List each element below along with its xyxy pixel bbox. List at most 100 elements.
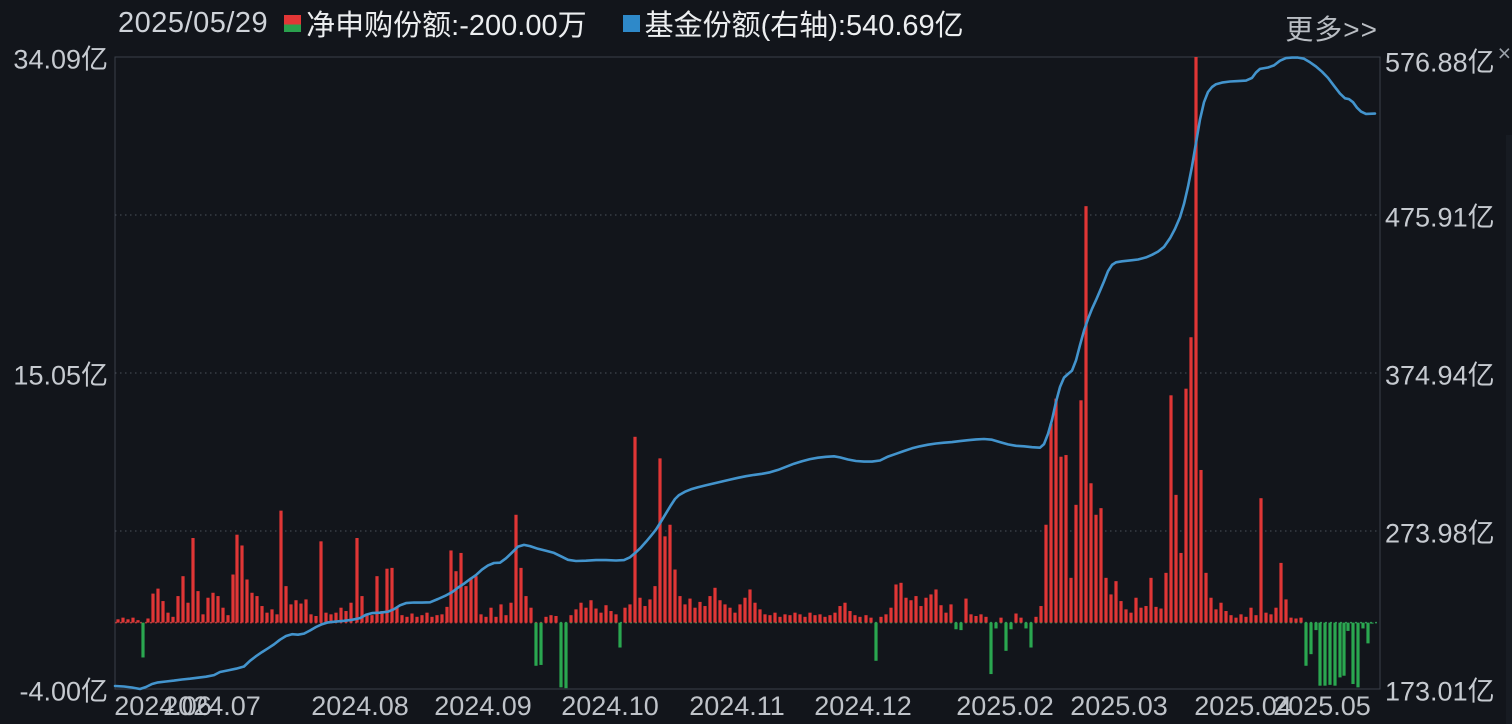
legend-net-subscription: 净申购份额: -200.00万 [284,2,587,44]
bar [569,615,573,623]
bar [1209,597,1213,623]
bar [708,596,712,623]
bar [231,574,235,623]
bar [1264,612,1268,623]
bar [638,597,642,623]
bar [604,605,608,623]
bar [698,601,702,623]
bar [221,607,225,623]
bar [748,589,752,623]
right-axis-label: 374.94亿 [1385,360,1495,391]
x-axis-label: 2024.12 [814,691,912,721]
bar [141,622,145,658]
bar [156,588,160,623]
bar [370,615,374,623]
x-axis-label: 2024.06 [114,691,212,721]
bar [539,622,543,665]
date-label: 2025/05/29 [118,6,269,39]
bar [949,604,953,623]
bar [380,611,384,623]
chart-header: 2025/05/29 净申购份额: -200.00万 基金份额(右轴): 540.6… [118,2,1000,44]
bar [934,589,938,623]
bar [753,602,757,623]
left-axis-label: 34.09亿 [13,44,108,75]
bar [924,597,928,623]
bar [584,607,588,623]
bar [1159,608,1163,623]
more-link[interactable]: 更多>> [1285,14,1378,45]
bar [440,614,444,623]
bar [355,538,359,623]
bar [979,614,983,623]
bar [1124,609,1128,623]
bar [853,615,857,623]
bar [944,612,948,623]
bar [304,599,308,623]
bar [1144,606,1148,623]
x-axis-label: 2024.08 [311,691,409,721]
bar [171,616,175,623]
legend-fund-value: 540.69亿 [845,10,964,42]
bar [909,600,913,623]
bar [549,615,553,623]
bar [984,616,988,623]
bar [1299,617,1303,623]
bar [255,596,259,623]
close-icon[interactable]: × [1497,40,1511,66]
bar [1294,618,1298,623]
bar [1234,617,1238,623]
bar [435,615,439,623]
bar [489,607,493,623]
bar [1119,601,1123,623]
bar [385,568,389,623]
bar [1269,614,1273,623]
bar [994,622,998,629]
bar [519,567,523,623]
line-legend-swatch-icon [622,14,640,32]
bar [1134,597,1138,623]
bar [1342,622,1346,676]
bar [673,569,677,623]
bar [534,622,538,666]
bar [1366,622,1370,644]
bar [808,612,812,623]
bar [400,615,404,623]
bar [838,606,842,623]
bar [201,614,205,623]
right-axis-label: 576.88亿 [1385,47,1495,78]
bar [375,576,379,623]
bar [1274,607,1278,623]
bar [459,552,463,623]
bar [1254,615,1258,623]
bar [1204,572,1208,623]
bar [1059,456,1063,623]
bar [594,608,598,623]
bar [1199,469,1203,623]
bar [415,616,419,623]
bar [1356,622,1360,688]
right-axis-label: 173.01亿 [1385,676,1495,707]
bar [609,611,613,623]
bar [848,611,852,623]
bar [1169,395,1173,623]
bar [146,618,150,623]
bar [499,604,503,623]
bar [579,602,583,623]
bar [648,599,652,623]
bar [1024,622,1028,629]
bar [989,622,993,675]
bar [1179,552,1183,623]
bar [813,615,817,623]
bar [1074,504,1078,623]
bar [260,606,264,623]
bar [289,604,293,623]
bar [678,596,682,623]
bar [778,616,782,623]
bar [554,615,558,623]
legend-net-label: 净申购份额: [306,10,460,42]
x-axis-label: 2025.02 [956,691,1054,721]
bar [1318,622,1322,686]
bar [1194,57,1198,623]
